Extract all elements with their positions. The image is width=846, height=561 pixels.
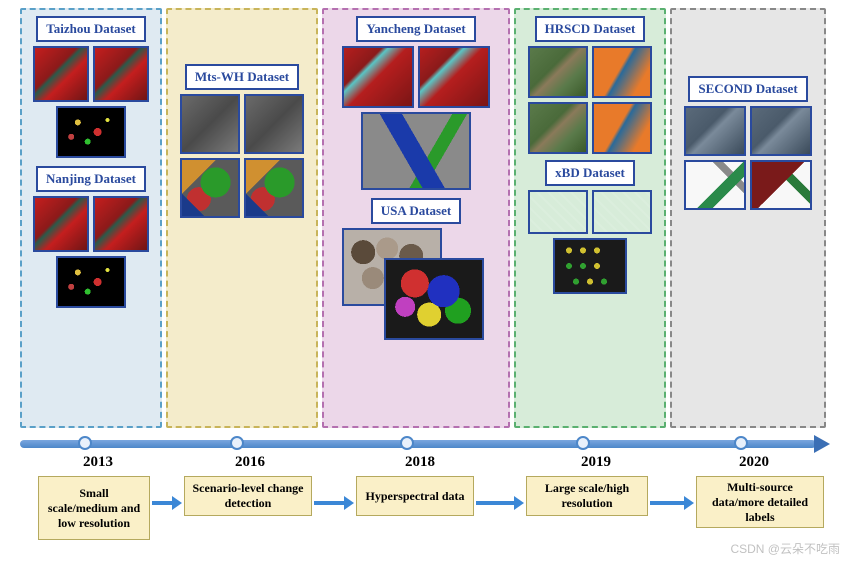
dataset-thumbnail <box>528 102 588 154</box>
timeline-tick <box>78 436 92 450</box>
year-label: 2020 <box>714 454 794 471</box>
dataset-thumbnail <box>750 160 812 210</box>
dataset-thumbnail <box>592 102 652 154</box>
timeline-arrow-icon <box>814 435 830 453</box>
dataset-thumbnail <box>33 46 89 102</box>
dataset-label: Nanjing Dataset <box>36 166 146 192</box>
era-description: Hyperspectral data <box>356 476 474 516</box>
dataset-label: xBD Dataset <box>545 160 635 186</box>
dataset-thumbnail <box>93 196 149 252</box>
year-label: 2019 <box>556 454 636 471</box>
dataset-thumbnail <box>180 158 240 218</box>
timeline-tick <box>230 436 244 450</box>
dataset-thumbnail <box>56 106 126 158</box>
timeline-tick <box>400 436 414 450</box>
dataset-label: USA Dataset <box>371 198 461 224</box>
era-description: Multi-source data/more detailed labels <box>696 476 824 528</box>
column-c2019: HRSCD Dataset xBD Dataset <box>514 8 666 428</box>
dataset-thumbnail <box>528 190 588 234</box>
dataset-thumbnail <box>684 160 746 210</box>
dataset-thumbnail <box>56 256 126 308</box>
dataset-thumbnail <box>528 46 588 98</box>
dataset-thumbnail <box>244 94 304 154</box>
dataset-label: Yancheng Dataset <box>356 16 475 42</box>
dataset-thumbnail <box>592 190 652 234</box>
progression-arrow-icon <box>476 498 524 508</box>
dataset-thumbnail <box>361 112 471 190</box>
progression-arrow-icon <box>152 498 182 508</box>
dataset-label: Mts-WH Dataset <box>185 64 299 90</box>
era-description: Small scale/medium and low resolution <box>38 476 150 540</box>
dataset-thumbnail <box>33 196 89 252</box>
progression-arrow-icon <box>650 498 694 508</box>
dataset-thumbnail <box>684 106 746 156</box>
dataset-thumbnail <box>180 94 240 154</box>
era-description: Scenario-level change detection <box>184 476 312 516</box>
year-label: 2013 <box>58 454 138 471</box>
column-c2013: Taizhou Dataset Nanjing Dataset <box>20 8 162 428</box>
timeline-tick <box>734 436 748 450</box>
column-c2018: Yancheng Dataset USA Dataset <box>322 8 510 428</box>
dataset-thumbnail <box>750 106 812 156</box>
dataset-label: HRSCD Dataset <box>535 16 646 42</box>
dataset-thumbnail <box>418 46 490 108</box>
era-description: Large scale/high resolution <box>526 476 648 516</box>
watermark: CSDN @云朵不吃雨 <box>730 540 840 557</box>
dataset-thumbnail <box>592 46 652 98</box>
dataset-thumbnail <box>244 158 304 218</box>
timeline-tick <box>576 436 590 450</box>
progression-arrow-icon <box>314 498 354 508</box>
dataset-thumbnail <box>553 238 627 294</box>
timeline <box>20 434 828 452</box>
dataset-label: SECOND Dataset <box>688 76 807 102</box>
dataset-thumbnail <box>384 258 484 340</box>
column-c2020: SECOND Dataset <box>670 8 826 428</box>
year-label: 2018 <box>380 454 460 471</box>
dataset-thumbnail <box>342 46 414 108</box>
dataset-label: Taizhou Dataset <box>36 16 145 42</box>
dataset-thumbnail <box>93 46 149 102</box>
timeline-bar <box>20 440 816 448</box>
year-label: 2016 <box>210 454 290 471</box>
column-c2016: Mts-WH Dataset <box>166 8 318 428</box>
